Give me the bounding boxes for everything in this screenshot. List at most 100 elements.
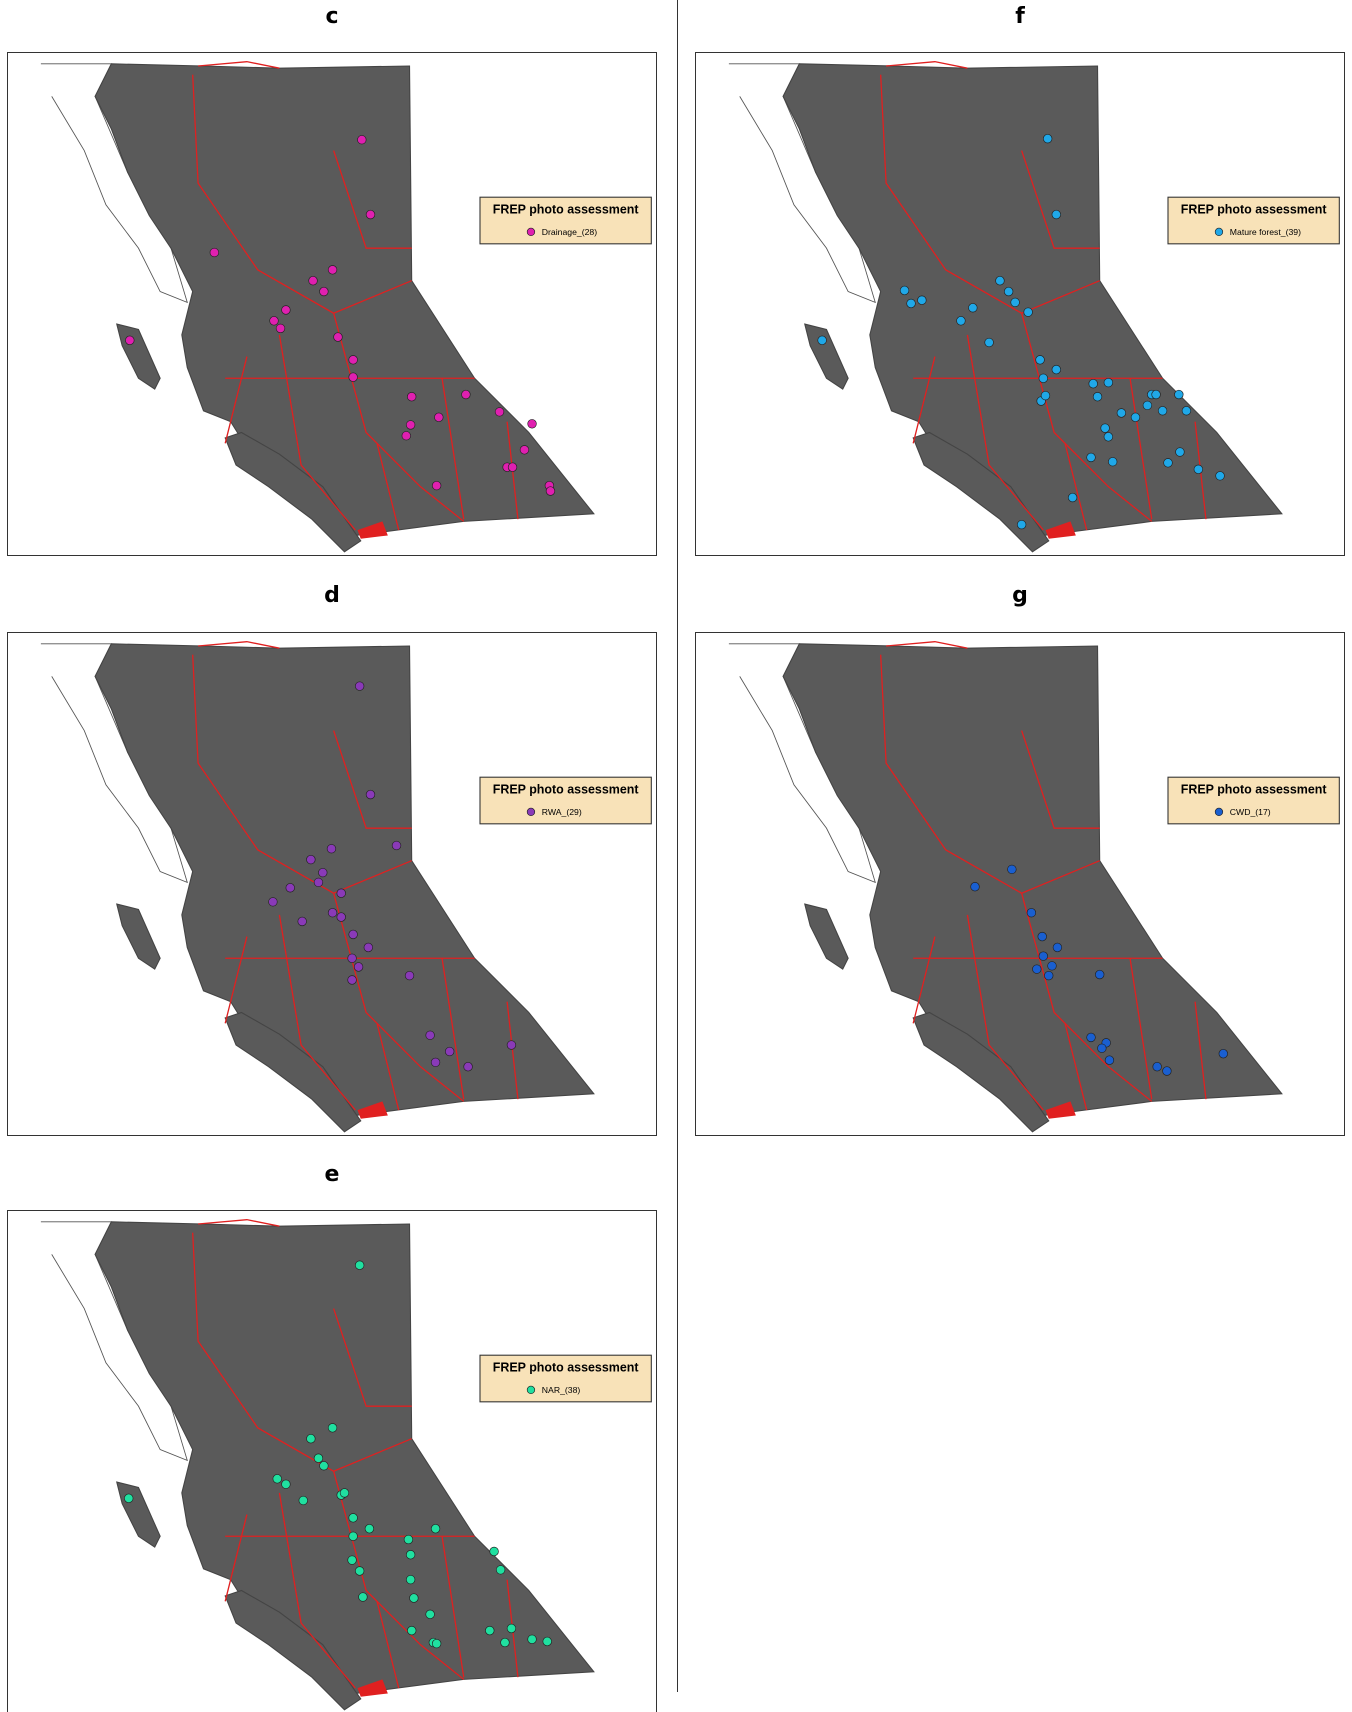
site-point: [508, 463, 517, 472]
island: [805, 324, 848, 389]
site-point: [349, 1514, 358, 1523]
site-point: [366, 790, 375, 799]
panel-label: f: [695, 4, 1345, 29]
site-point: [357, 135, 366, 144]
site-point: [1108, 457, 1117, 466]
site-point: [299, 1496, 308, 1505]
site-point: [971, 882, 980, 891]
site-point: [349, 356, 358, 365]
site-point: [426, 1031, 435, 1040]
site-point: [918, 296, 927, 305]
site-point: [1017, 520, 1026, 529]
site-point: [507, 1041, 516, 1050]
site-point: [282, 1480, 291, 1489]
legend-title: FREP photo assessment: [493, 1360, 639, 1374]
legend-item: CWD_(17): [1230, 807, 1271, 817]
site-point: [1219, 1049, 1228, 1058]
site-point: [318, 868, 327, 877]
site-point: [432, 481, 441, 490]
island: [805, 904, 848, 969]
site-point: [1216, 472, 1225, 481]
site-point: [406, 421, 415, 430]
legend-item: Drainage_(28): [542, 227, 597, 237]
site-point: [434, 413, 443, 422]
legend-marker: [1215, 808, 1223, 816]
site-point: [366, 210, 375, 219]
site-point: [1095, 970, 1104, 979]
site-point: [546, 487, 555, 496]
site-point: [1101, 424, 1110, 433]
site-point: [507, 1624, 516, 1633]
legend-title: FREP photo assessment: [1181, 202, 1327, 216]
province: [783, 644, 1282, 1116]
site-point: [426, 1610, 435, 1619]
island: [117, 324, 160, 389]
site-point: [907, 299, 916, 308]
site-point: [1175, 390, 1184, 399]
site-point: [348, 976, 357, 985]
site-point: [1158, 406, 1167, 415]
site-point: [392, 841, 401, 850]
site-point: [349, 930, 358, 939]
site-point: [1048, 962, 1057, 971]
site-point: [1176, 448, 1185, 457]
panel-label: e: [7, 1162, 657, 1187]
site-point: [402, 431, 411, 440]
site-point: [282, 306, 291, 315]
panel-label: d: [7, 583, 657, 608]
map: FREP photo assessmentMature forest_(39): [696, 53, 1344, 555]
province: [783, 64, 1282, 536]
site-point: [1131, 413, 1140, 422]
site-point: [1038, 932, 1047, 941]
site-point: [273, 1474, 282, 1483]
site-point: [1052, 210, 1061, 219]
site-point: [307, 855, 316, 864]
panel-label: g: [695, 583, 1345, 608]
site-point: [445, 1047, 454, 1056]
island: [117, 1482, 160, 1547]
site-point: [407, 392, 416, 401]
site-point: [349, 1532, 358, 1541]
legend-item: NAR_(38): [542, 1385, 581, 1395]
province: [95, 1222, 594, 1694]
site-point: [900, 286, 909, 295]
divider: [677, 0, 678, 1692]
site-point: [1032, 965, 1041, 974]
map-panel: FREP photo assessment NAR_(38): [7, 1210, 657, 1712]
site-point: [354, 963, 363, 972]
site-point: [355, 1567, 364, 1576]
site-point: [320, 287, 329, 296]
province: [95, 644, 594, 1116]
site-point: [309, 276, 318, 285]
site-point: [355, 1261, 364, 1270]
legend-marker: [527, 1386, 535, 1394]
site-point: [210, 248, 219, 257]
site-point: [1182, 406, 1191, 415]
site-point: [406, 1575, 415, 1584]
legend-marker: [1215, 228, 1223, 236]
site-point: [320, 1461, 329, 1470]
legend-item: RWA_(29): [542, 807, 582, 817]
site-point: [327, 844, 336, 853]
site-point: [328, 1424, 337, 1433]
site-point: [404, 1535, 413, 1544]
site-point: [1093, 392, 1102, 401]
map: FREP photo assessmentCWD_(17): [696, 633, 1344, 1135]
site-point: [985, 338, 994, 347]
site-point: [1098, 1044, 1107, 1053]
site-point: [1152, 390, 1161, 399]
site-point: [307, 1434, 316, 1443]
site-point: [1039, 374, 1048, 383]
site-point: [495, 408, 504, 417]
site-point: [410, 1594, 419, 1603]
site-point: [501, 1638, 510, 1647]
site-point: [359, 1593, 368, 1602]
site-point: [1027, 908, 1036, 917]
panel-label: c: [7, 4, 657, 29]
figure: cFREP photo assessmentDrainage_(28)fFREP…: [0, 0, 1352, 1712]
site-point: [1036, 356, 1045, 365]
site-point: [1143, 401, 1152, 410]
